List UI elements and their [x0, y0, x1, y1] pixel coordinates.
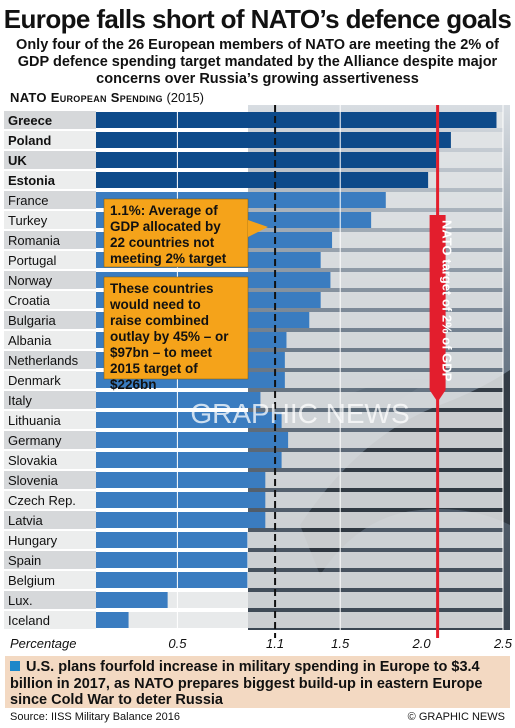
category-label: Iceland: [8, 613, 50, 628]
target-callout: These countries would need to raise combin…: [103, 276, 249, 392]
row-label-band: [4, 511, 96, 529]
row-label-band: [4, 431, 96, 449]
category-label: Hungary: [8, 533, 58, 548]
row-label-band: [4, 531, 96, 549]
chart-section-label: NATO European Spending (2015): [10, 90, 204, 105]
category-label: Netherlands: [8, 353, 79, 368]
average-callout: 1.1%: Average of GDP allocated by 22 count…: [103, 198, 268, 268]
x-tick-label: 0.5: [168, 636, 187, 651]
subtitle: Only four of the 26 European members of …: [16, 37, 499, 87]
bar-germany: [96, 432, 289, 448]
row-label-band: [4, 551, 96, 569]
bar-spain: [96, 552, 248, 568]
category-label: Latvia: [8, 513, 43, 528]
target-label: NATO target of 2% of GDP: [440, 220, 455, 382]
bar-chart: Greece Poland UK Estonia France Turkey Romania…: [4, 105, 513, 651]
row-label-band: [4, 351, 96, 369]
category-label: Estonia: [8, 173, 56, 188]
row-label-band: [4, 151, 96, 169]
category-label: Poland: [8, 133, 51, 148]
row-label-band: [4, 251, 96, 269]
row-label-band: [4, 311, 96, 329]
category-label: Lithuania: [8, 413, 62, 428]
target-label-box: [429, 215, 446, 402]
average-callout-text: 1.1%: Average of GDP allocated by 22 count…: [110, 203, 227, 266]
target-callout-text: These countries would need to raise combin…: [109, 281, 229, 392]
category-label: Croatia: [8, 293, 51, 308]
row-label-band: [4, 451, 96, 469]
row-label-band: [4, 371, 96, 389]
row-label-band: [4, 211, 96, 229]
x-axis-label: Percentage: [10, 636, 77, 651]
bar-hungary: [96, 532, 248, 548]
category-label: France: [8, 193, 48, 208]
bar-slovakia: [96, 452, 282, 468]
row-label-band: [4, 411, 96, 429]
bullet-square-icon: [10, 661, 20, 671]
x-tick-label: 2.0: [412, 636, 432, 651]
row-label-band: [4, 331, 96, 349]
x-tick-label: 2.5: [493, 636, 513, 651]
row-label-band: [4, 111, 96, 129]
bar-estonia: [96, 172, 429, 188]
row-track: [96, 592, 503, 608]
category-label: Albania: [8, 333, 52, 348]
credit-text: © GRAPHIC NEWS: [407, 711, 505, 723]
average-callout-pointer: [248, 220, 268, 237]
category-label: Romania: [8, 233, 61, 248]
row-label-band: [4, 591, 96, 609]
x-tick-label: 1.5: [331, 636, 350, 651]
footer-note-text: U.S. plans fourfold increase in military…: [10, 659, 483, 708]
bar-czech-rep-: [96, 492, 266, 508]
row-label-band: [4, 171, 96, 189]
bar-greece: [96, 112, 497, 128]
bar-latvia: [96, 512, 266, 528]
bar-poland: [96, 132, 451, 148]
category-label: Spain: [8, 553, 41, 568]
watermark: GRAPHIC NEWS: [190, 398, 409, 429]
footer-note: U.S. plans fourfold increase in military…: [10, 659, 505, 709]
category-label: Denmark: [8, 373, 61, 388]
row-label-band: [4, 191, 96, 209]
category-label: Czech Rep.: [8, 493, 76, 508]
row-label-band: [4, 131, 96, 149]
category-label: Lux.: [8, 593, 33, 608]
row-label-band: [4, 571, 96, 589]
row-label-band: [4, 271, 96, 289]
category-label: UK: [8, 153, 27, 168]
bar-slovenia: [96, 472, 266, 488]
section-year: (2015): [166, 90, 205, 105]
row-track: [96, 612, 503, 628]
row-label-band: [4, 391, 96, 409]
category-label: Norway: [8, 273, 53, 288]
row-label-band: [4, 231, 96, 249]
category-label: Greece: [8, 113, 52, 128]
bar-iceland: [96, 612, 129, 628]
category-label: Slovakia: [8, 453, 58, 468]
source-text: Source: IISS Military Balance 2016: [10, 711, 180, 723]
category-label: Turkey: [8, 213, 48, 228]
bar-lux-: [96, 592, 168, 608]
row-label-band: [4, 471, 96, 489]
row-label-band: [4, 491, 96, 509]
target-callout-box: [103, 276, 249, 380]
row-label-band: [4, 611, 96, 629]
section-label: NATO European Spending: [10, 90, 163, 105]
footer-note-box: [5, 656, 510, 708]
page-title: Europe falls short of NATO’s defence goa…: [3, 4, 512, 34]
x-tick-label: 1.1: [266, 636, 284, 651]
category-label: Slovenia: [8, 473, 59, 488]
bar-belgium: [96, 572, 248, 588]
bar-lithuania: [96, 412, 282, 428]
category-label: Italy: [8, 393, 32, 408]
category-label: Bulgaria: [8, 313, 56, 328]
row-label-band: [4, 291, 96, 309]
bar-uk: [96, 152, 437, 168]
category-label: Germany: [8, 433, 62, 448]
bar-italy: [96, 392, 261, 408]
category-label: Portugal: [8, 253, 57, 268]
average-callout-box: [103, 198, 249, 268]
category-label: Belgium: [8, 573, 55, 588]
